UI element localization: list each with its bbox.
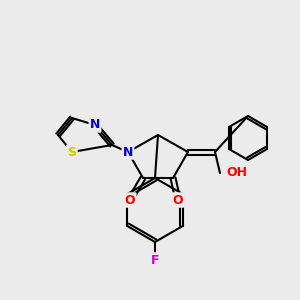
- Text: N: N: [90, 118, 100, 131]
- Text: O: O: [125, 194, 135, 206]
- Text: N: N: [123, 146, 133, 158]
- Text: OH: OH: [226, 167, 247, 179]
- Text: F: F: [151, 254, 159, 266]
- Text: O: O: [173, 194, 183, 206]
- Text: S: S: [68, 146, 76, 158]
